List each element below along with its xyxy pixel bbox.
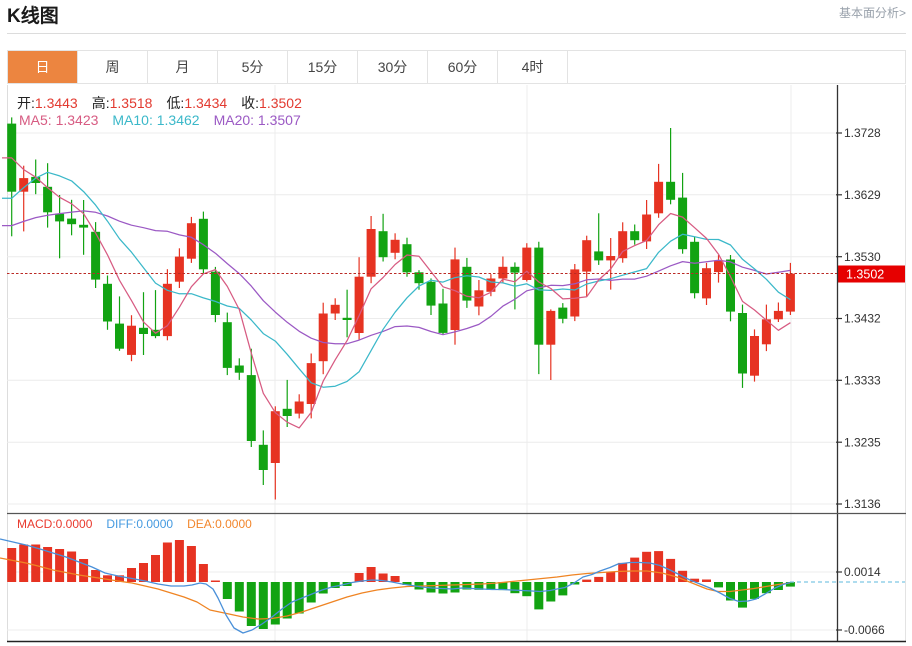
svg-text:-0.0066: -0.0066 xyxy=(844,623,885,637)
svg-text:1.3502: 1.3502 xyxy=(846,268,884,282)
svg-text:1.3728: 1.3728 xyxy=(844,126,881,140)
svg-text:1.3136: 1.3136 xyxy=(844,497,881,511)
svg-text:1.3629: 1.3629 xyxy=(844,188,881,202)
svg-text:1.3432: 1.3432 xyxy=(844,312,881,326)
svg-text:1.3530: 1.3530 xyxy=(844,250,881,264)
svg-text:0.0014: 0.0014 xyxy=(844,565,881,579)
svg-text:1.3333: 1.3333 xyxy=(844,374,881,388)
svg-text:1.3235: 1.3235 xyxy=(844,435,881,449)
